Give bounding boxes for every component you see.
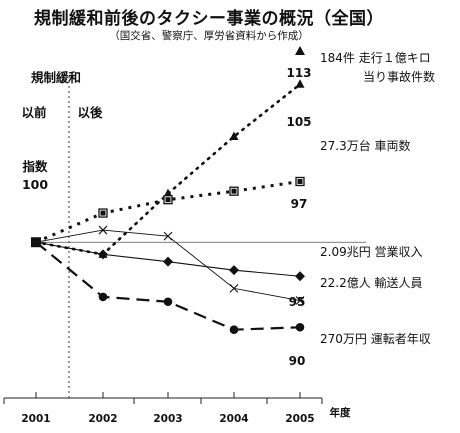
before-label: 以前 — [21, 105, 47, 120]
series-3-point — [163, 231, 173, 241]
series-3-end-value: 95 — [289, 295, 306, 309]
series-1-point-inner — [231, 188, 237, 194]
series-4-annotation: 270万円 運転者年収 — [320, 332, 431, 346]
series-2-point — [295, 271, 305, 282]
deregulation-label: 規制緩和 — [31, 70, 81, 85]
series-3-point — [98, 225, 108, 235]
series-4-line — [35, 241, 301, 331]
series-1-point-inner — [165, 197, 171, 203]
series-0-point — [229, 131, 239, 141]
series-1-point-inner — [297, 178, 303, 184]
series-4-end-value: 90 — [289, 354, 306, 368]
x-tick-label: 2005 — [285, 413, 314, 425]
series-4-point — [163, 297, 173, 307]
series-2-end-value: 97 — [291, 197, 308, 211]
series-0-point — [163, 188, 173, 198]
series-0-line — [34, 82, 302, 256]
series-4-point — [295, 322, 305, 332]
x-tick-label: 2003 — [153, 413, 182, 425]
chart-title: 規制緩和前後のタクシー事業の概況（全国） — [34, 9, 384, 29]
series-1-end-value: 105 — [286, 115, 311, 129]
series-0-arrowhead — [295, 46, 305, 55]
x-tick-label: 2004 — [219, 413, 248, 425]
series-3-point — [229, 283, 239, 293]
series-4-point — [229, 325, 239, 334]
series-2-point — [229, 265, 239, 276]
x-tick-label: 2001 — [21, 413, 50, 425]
after-label: 以後 — [77, 105, 103, 120]
series-3-point — [295, 296, 305, 305]
series-0-end-value: 113 — [286, 66, 311, 80]
chart-subtitle: （国交省、警察庁、厚労省資料から作成） — [109, 30, 309, 42]
series-2-point — [98, 249, 108, 260]
series-1-point-inner — [100, 210, 106, 216]
series-3-annotation: 22.2億人 輸送人員 — [320, 275, 423, 290]
series-0-annotation: 184件 走行１億キロ — [320, 51, 431, 65]
series-4-point — [98, 292, 108, 302]
index-base-label: 100 — [22, 177, 48, 192]
series-0-annotation-line2: 当り事故件数 — [363, 69, 435, 84]
x-axis-unit: 年度 — [330, 406, 351, 419]
origin-marker — [31, 237, 41, 248]
series-2-annotation: 2.09兆円 営業収入 — [320, 245, 423, 259]
series-1-annotation: 27.3万台 車両数 — [320, 138, 411, 153]
index-label: 指数 — [22, 159, 48, 174]
x-tick-label: 2002 — [88, 413, 117, 425]
series-2-point — [163, 256, 173, 267]
series-0-point — [295, 79, 305, 88]
